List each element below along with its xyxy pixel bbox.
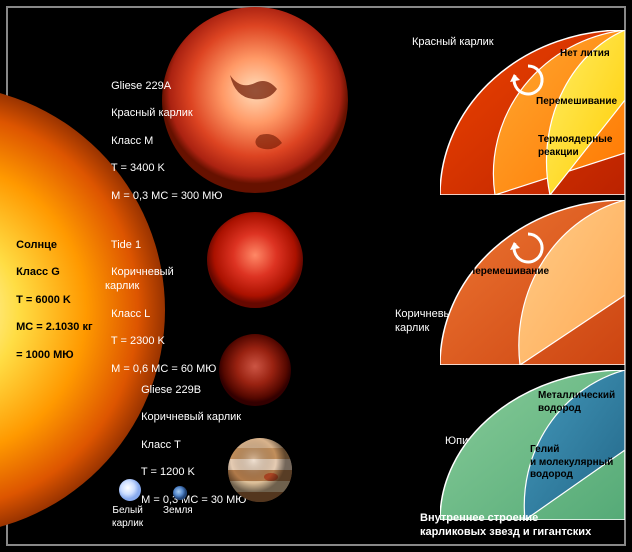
jw-l1: Металлическийводород xyxy=(538,390,615,415)
rd-l2: Перемешивание xyxy=(536,96,617,109)
tide1-label: Tide 1 Коричневыйкарлик Класс L T = 2300… xyxy=(105,225,216,376)
earth-label: Земля xyxy=(163,505,193,518)
jw-l2: Гелийи молекулярныйводород xyxy=(530,444,613,482)
bd-l1: Нет лития xyxy=(468,216,518,229)
tide1-body xyxy=(205,210,305,310)
gliese229a-label: Gliese 229A Красный карлик Класс M T = 3… xyxy=(105,66,223,204)
sun-label: Солнце Класс G T = 6000 K MC = 2.1030 кг… xyxy=(10,225,93,363)
white-dwarf-label: Белыйкарлик xyxy=(112,505,143,530)
footer-text: Внутреннее строениекарликовых звезд и ги… xyxy=(420,512,591,540)
gliese229b-label: Gliese 229B Коричневый карлик Класс T T … xyxy=(135,370,246,508)
rd-l1: Нет лития xyxy=(560,48,610,61)
white-dwarf-body xyxy=(118,478,142,502)
earth-body xyxy=(172,485,188,501)
rd-l3: Термоядерныереакции xyxy=(538,134,612,159)
cycle-arrow-icon xyxy=(508,228,548,268)
jupiter-body xyxy=(227,437,293,503)
cycle-arrow-icon xyxy=(508,60,548,100)
